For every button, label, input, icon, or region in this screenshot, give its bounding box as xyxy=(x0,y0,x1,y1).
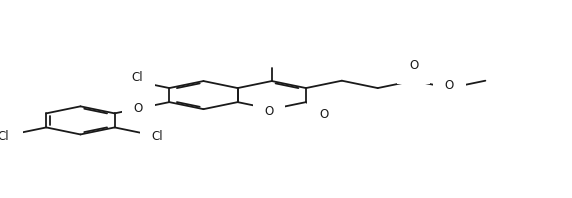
Text: Cl: Cl xyxy=(132,71,144,84)
Text: O: O xyxy=(409,59,418,72)
Text: O: O xyxy=(264,105,273,118)
Text: O: O xyxy=(445,79,454,92)
Text: Cl: Cl xyxy=(152,130,163,143)
Text: O: O xyxy=(134,102,143,115)
Text: O: O xyxy=(319,108,328,121)
Text: Cl: Cl xyxy=(0,130,9,143)
